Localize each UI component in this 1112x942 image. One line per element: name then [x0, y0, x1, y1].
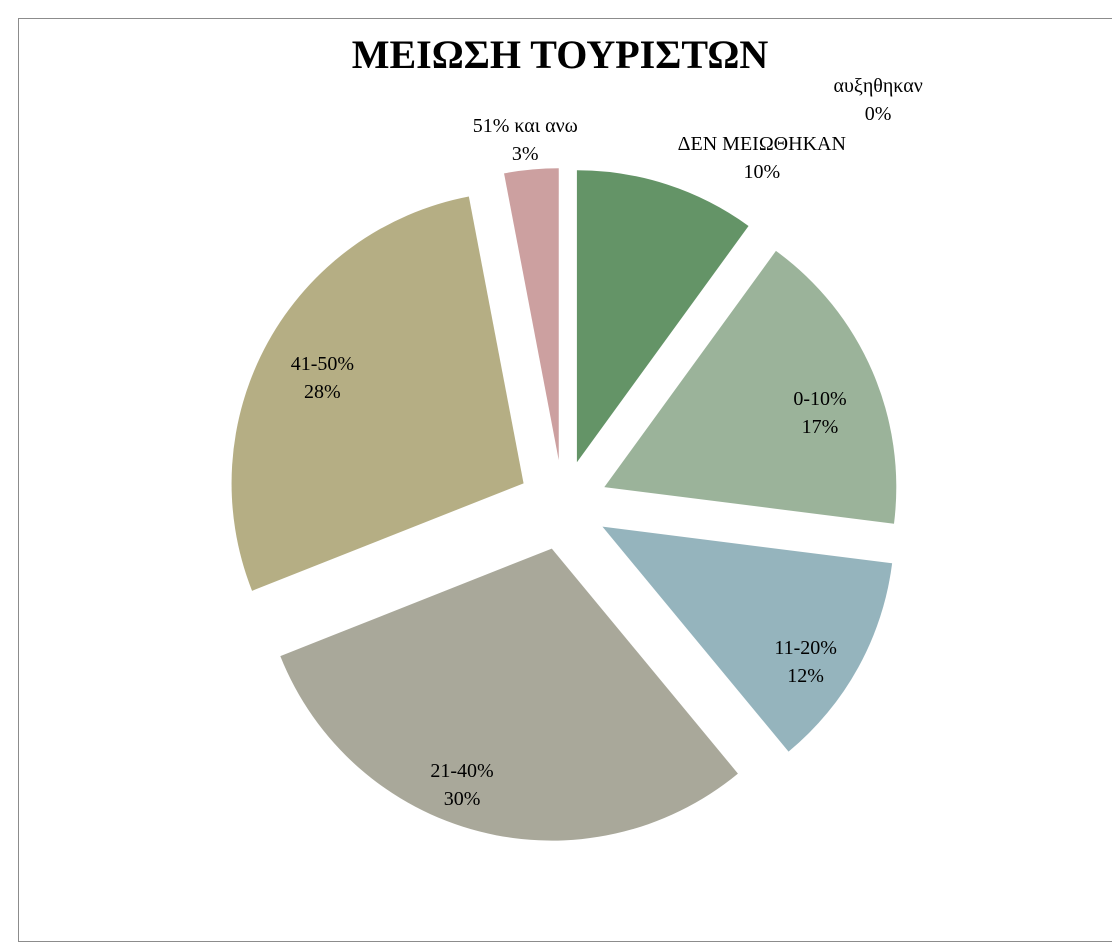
category-label: 21-40%	[430, 760, 494, 783]
slice-label: αυξηθηκαν 0%	[788, 72, 968, 128]
value-label: 10%	[743, 160, 781, 183]
slice-label: 41-50% 28%	[232, 350, 412, 406]
category-label: ΔΕΝ ΜΕΙΩΘΗΚΑΝ	[677, 132, 846, 155]
category-label: 11-20%	[774, 636, 837, 659]
value-label: 3%	[511, 142, 539, 165]
category-label: 51% και ανω	[472, 114, 578, 137]
value-label: 0%	[864, 103, 892, 126]
category-label: 0-10%	[793, 387, 847, 410]
category-label: 41-50%	[290, 353, 355, 376]
category-label: αυξηθηκαν	[833, 75, 923, 98]
pie-slice	[280, 548, 738, 841]
value-label: 12%	[787, 664, 824, 687]
slice-label: 51% και ανω 3%	[435, 112, 615, 168]
value-label: 17%	[801, 415, 839, 438]
value-label: 30%	[443, 788, 481, 811]
chart-title: ΜΕΙΩΣΗ ΤΟΥΡΙΣΤΩΝ	[352, 32, 769, 77]
pie-slice	[604, 250, 897, 524]
pie-slice	[602, 526, 893, 752]
pie-slice	[576, 170, 749, 463]
slice-label: 11-20% 12%	[716, 634, 896, 690]
pie-slice	[231, 196, 524, 591]
slice-label: 0-10% 17%	[730, 385, 910, 441]
slice-label: 21-40% 30%	[372, 757, 552, 813]
value-label: 28%	[304, 381, 341, 404]
slice-label: ΔΕΝ ΜΕΙΩΘΗΚΑΝ 10%	[672, 130, 852, 186]
pie-slice	[504, 168, 559, 461]
